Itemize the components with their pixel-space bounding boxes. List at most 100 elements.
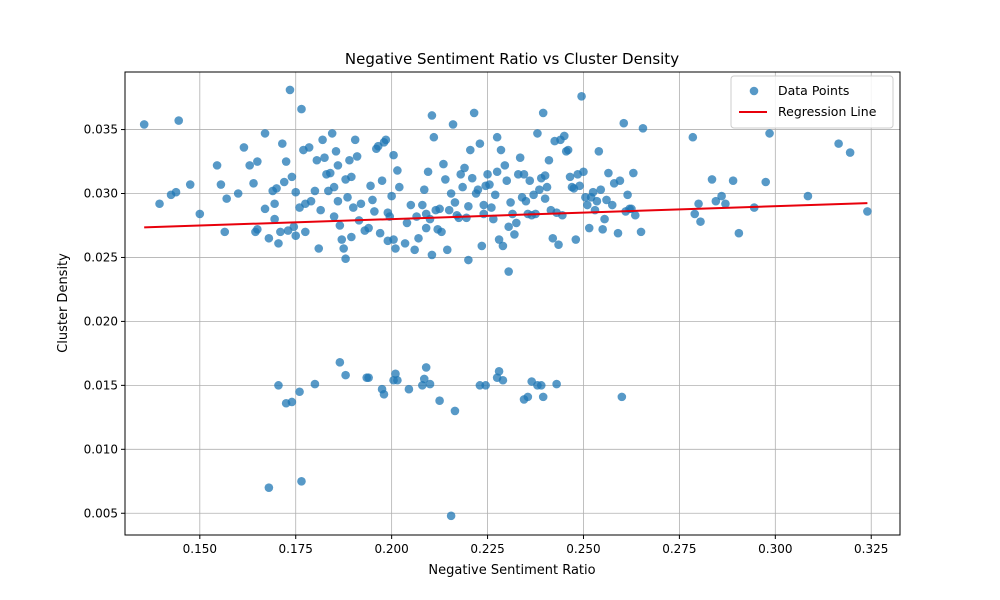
data-point [460,163,469,173]
data-point [310,379,320,389]
data-point [636,227,646,237]
data-point [508,209,517,219]
data-point [575,181,584,191]
data-point [496,145,506,155]
data-point [314,244,324,253]
data-point [540,171,550,180]
data-point [406,200,416,210]
data-point [421,363,431,372]
x-tick-label: 0.175 [279,542,313,556]
data-point [347,232,356,242]
data-point [565,172,575,182]
data-point [435,204,444,214]
data-point [477,241,487,251]
data-point [260,129,270,138]
data-point [584,223,594,233]
data-point [761,177,771,187]
data-point [414,233,423,243]
data-point [387,191,396,201]
data-point [446,511,456,521]
x-axis-label: Negative Sentiment Ratio [428,563,595,578]
data-point [312,155,322,165]
data-point [504,267,513,276]
data-point [220,227,230,237]
data-point [529,190,538,200]
y-tick-label: 0.010 [84,442,118,456]
data-point [487,203,496,212]
data-point [721,199,730,209]
data-point [607,200,617,210]
data-point [329,212,339,221]
data-point [418,200,427,210]
data-point [402,218,412,228]
data-point [423,167,433,177]
legend-box [730,75,894,129]
data-point [216,180,226,189]
data-point [333,161,343,170]
data-point [602,195,611,205]
data-point [304,143,314,152]
data-point [500,161,510,170]
data-point [481,381,490,390]
data-point [274,381,283,390]
data-point [310,186,320,196]
data-point [615,176,625,186]
data-point [448,120,458,129]
data-point [638,123,648,133]
data-point [429,132,439,142]
data-point [450,406,460,416]
data-point [395,182,404,192]
y-tick-label: 0.005 [84,506,118,520]
data-point [316,205,325,215]
data-point [604,168,613,178]
data-point [370,207,379,216]
data-point [506,198,515,207]
data-point [393,375,402,385]
x-axis-ticks: 0.150 0.175 0.200 0.225 0.250 0.275 0.300 0.325 [183,535,888,556]
y-axis-label: Cluster Density [56,253,71,353]
data-point [350,135,360,145]
data-point [343,193,352,202]
data-point [297,476,306,486]
data-point [583,200,592,210]
data-point [845,148,855,157]
data-point [717,191,726,201]
data-point [435,396,444,406]
data-point [291,187,301,197]
data-point [291,231,301,241]
data-point [239,143,249,152]
legend-label-data-points: Data Points [778,83,849,98]
data-point [410,245,419,255]
data-point [521,196,531,206]
data-point [325,168,335,178]
data-point [494,235,504,244]
data-point [734,228,744,238]
data-point [295,387,304,397]
data-point [629,168,638,178]
data-point [287,172,297,182]
data-point [195,209,205,219]
data-point [475,139,485,148]
data-point [212,161,222,170]
data-point [264,483,274,492]
data-point [504,222,513,232]
data-point [765,129,774,138]
data-point [274,239,283,248]
x-tick-label: 0.275 [662,542,696,556]
data-point [498,375,508,385]
data-point [492,167,502,177]
data-point [588,187,598,197]
data-point [377,176,387,186]
data-point [863,207,872,216]
data-point [335,221,345,230]
y-tick-label: 0.015 [84,378,118,392]
data-point [544,155,554,165]
x-tick-label: 0.200 [374,542,408,556]
data-point [341,370,350,380]
y-axis-ticks: 0.005 0.010 0.015 0.020 0.025 0.030 0.035 [84,123,125,520]
data-point [171,187,181,197]
data-point [289,222,299,232]
y-tick-label: 0.025 [84,250,118,264]
data-point [222,194,231,203]
x-tick-label: 0.250 [566,542,600,556]
